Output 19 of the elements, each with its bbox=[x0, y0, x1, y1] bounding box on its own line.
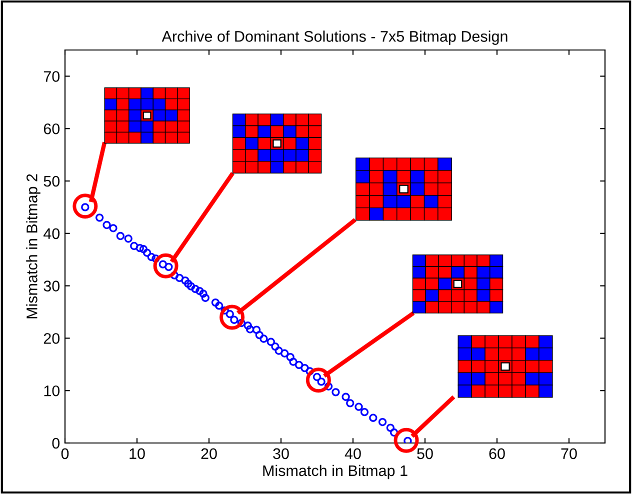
x-tick-label: 70 bbox=[561, 448, 577, 460]
y-tick-label: 40 bbox=[44, 228, 60, 240]
y-tick-label: 50 bbox=[44, 176, 60, 187]
x-tick-label: 60 bbox=[489, 448, 505, 460]
x-tick-label: 30 bbox=[273, 448, 289, 460]
y-tick-label: 60 bbox=[44, 123, 60, 134]
chart-title: Archive of Dominant Solutions - 7x5 Bitmap Design bbox=[162, 30, 508, 45]
x-tick-label: 50 bbox=[417, 448, 433, 460]
y-tick-label: 30 bbox=[44, 280, 60, 292]
y-axis-title: Mismatch in Bitmap 2 bbox=[26, 174, 40, 318]
y-tick-label: 70 bbox=[44, 71, 60, 82]
x-tick-label: 20 bbox=[201, 448, 217, 460]
y-tick-label: 20 bbox=[44, 333, 60, 344]
y-tick-label: 0 bbox=[52, 438, 60, 449]
x-tick-label: 10 bbox=[130, 448, 145, 460]
x-axis-title: Mismatch in Bitmap 1 bbox=[263, 464, 408, 480]
x-tick-label: 40 bbox=[344, 448, 361, 460]
y-tick-label: 10 bbox=[44, 385, 60, 396]
x-tick-label: 0 bbox=[61, 448, 69, 460]
